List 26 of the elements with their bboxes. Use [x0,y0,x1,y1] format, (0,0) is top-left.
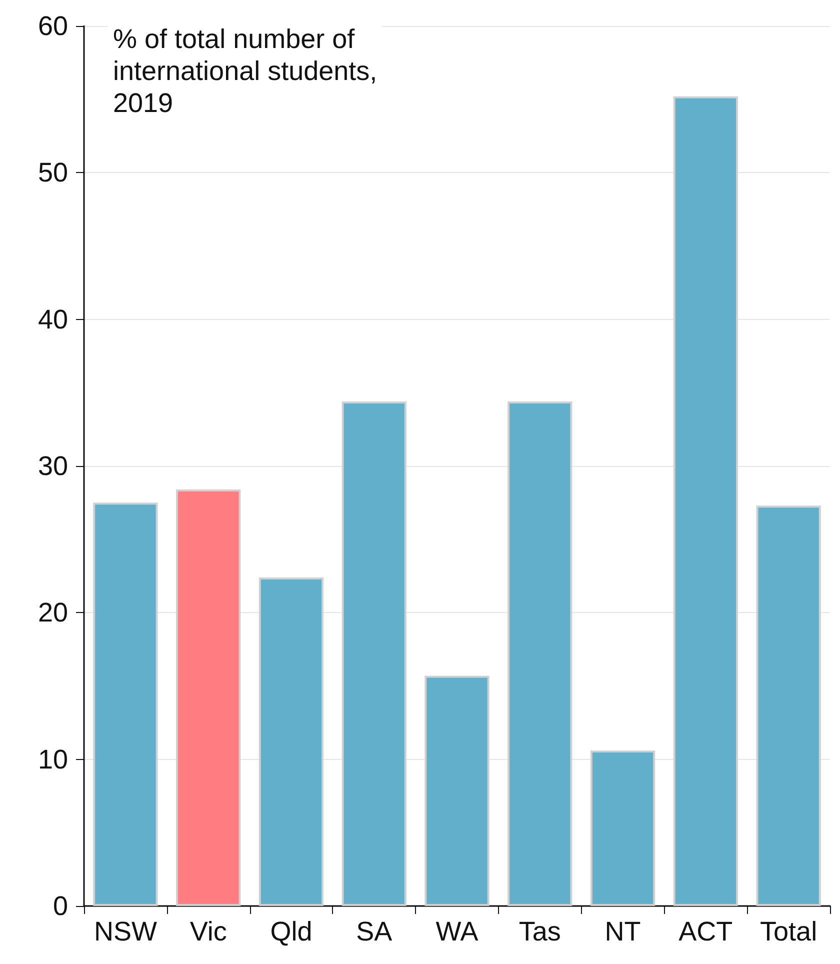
x-tick-label: SA [356,916,392,946]
y-tick-label: 20 [38,598,68,628]
x-tick-label: NT [604,916,641,946]
bar [756,506,821,906]
text: % of total number of international students, 2019 [113,24,378,118]
bar [590,750,656,906]
bar [673,96,738,906]
bar [176,489,241,906]
y-tick-label: 0 [52,891,68,921]
x-tick-label: Total [760,916,818,946]
x-tick-label: Tas [518,916,561,946]
bar [258,577,324,906]
y-tick-label: 50 [38,158,68,188]
y-tick-label: 10 [38,744,68,774]
y-tick-label: 60 [38,11,68,41]
bar [93,502,158,906]
bar [342,401,406,906]
bar [424,676,490,906]
x-tick-label: WA [436,916,478,946]
x-tick-label: Vic [190,916,227,946]
x-tick-label: Qld [270,916,312,946]
y-tick-label: 40 [38,304,68,334]
x-tick-label: NSW [94,916,158,946]
y-tick-label: 30 [38,451,68,481]
x-tick-label: ACT [678,916,733,946]
bar [508,401,572,906]
